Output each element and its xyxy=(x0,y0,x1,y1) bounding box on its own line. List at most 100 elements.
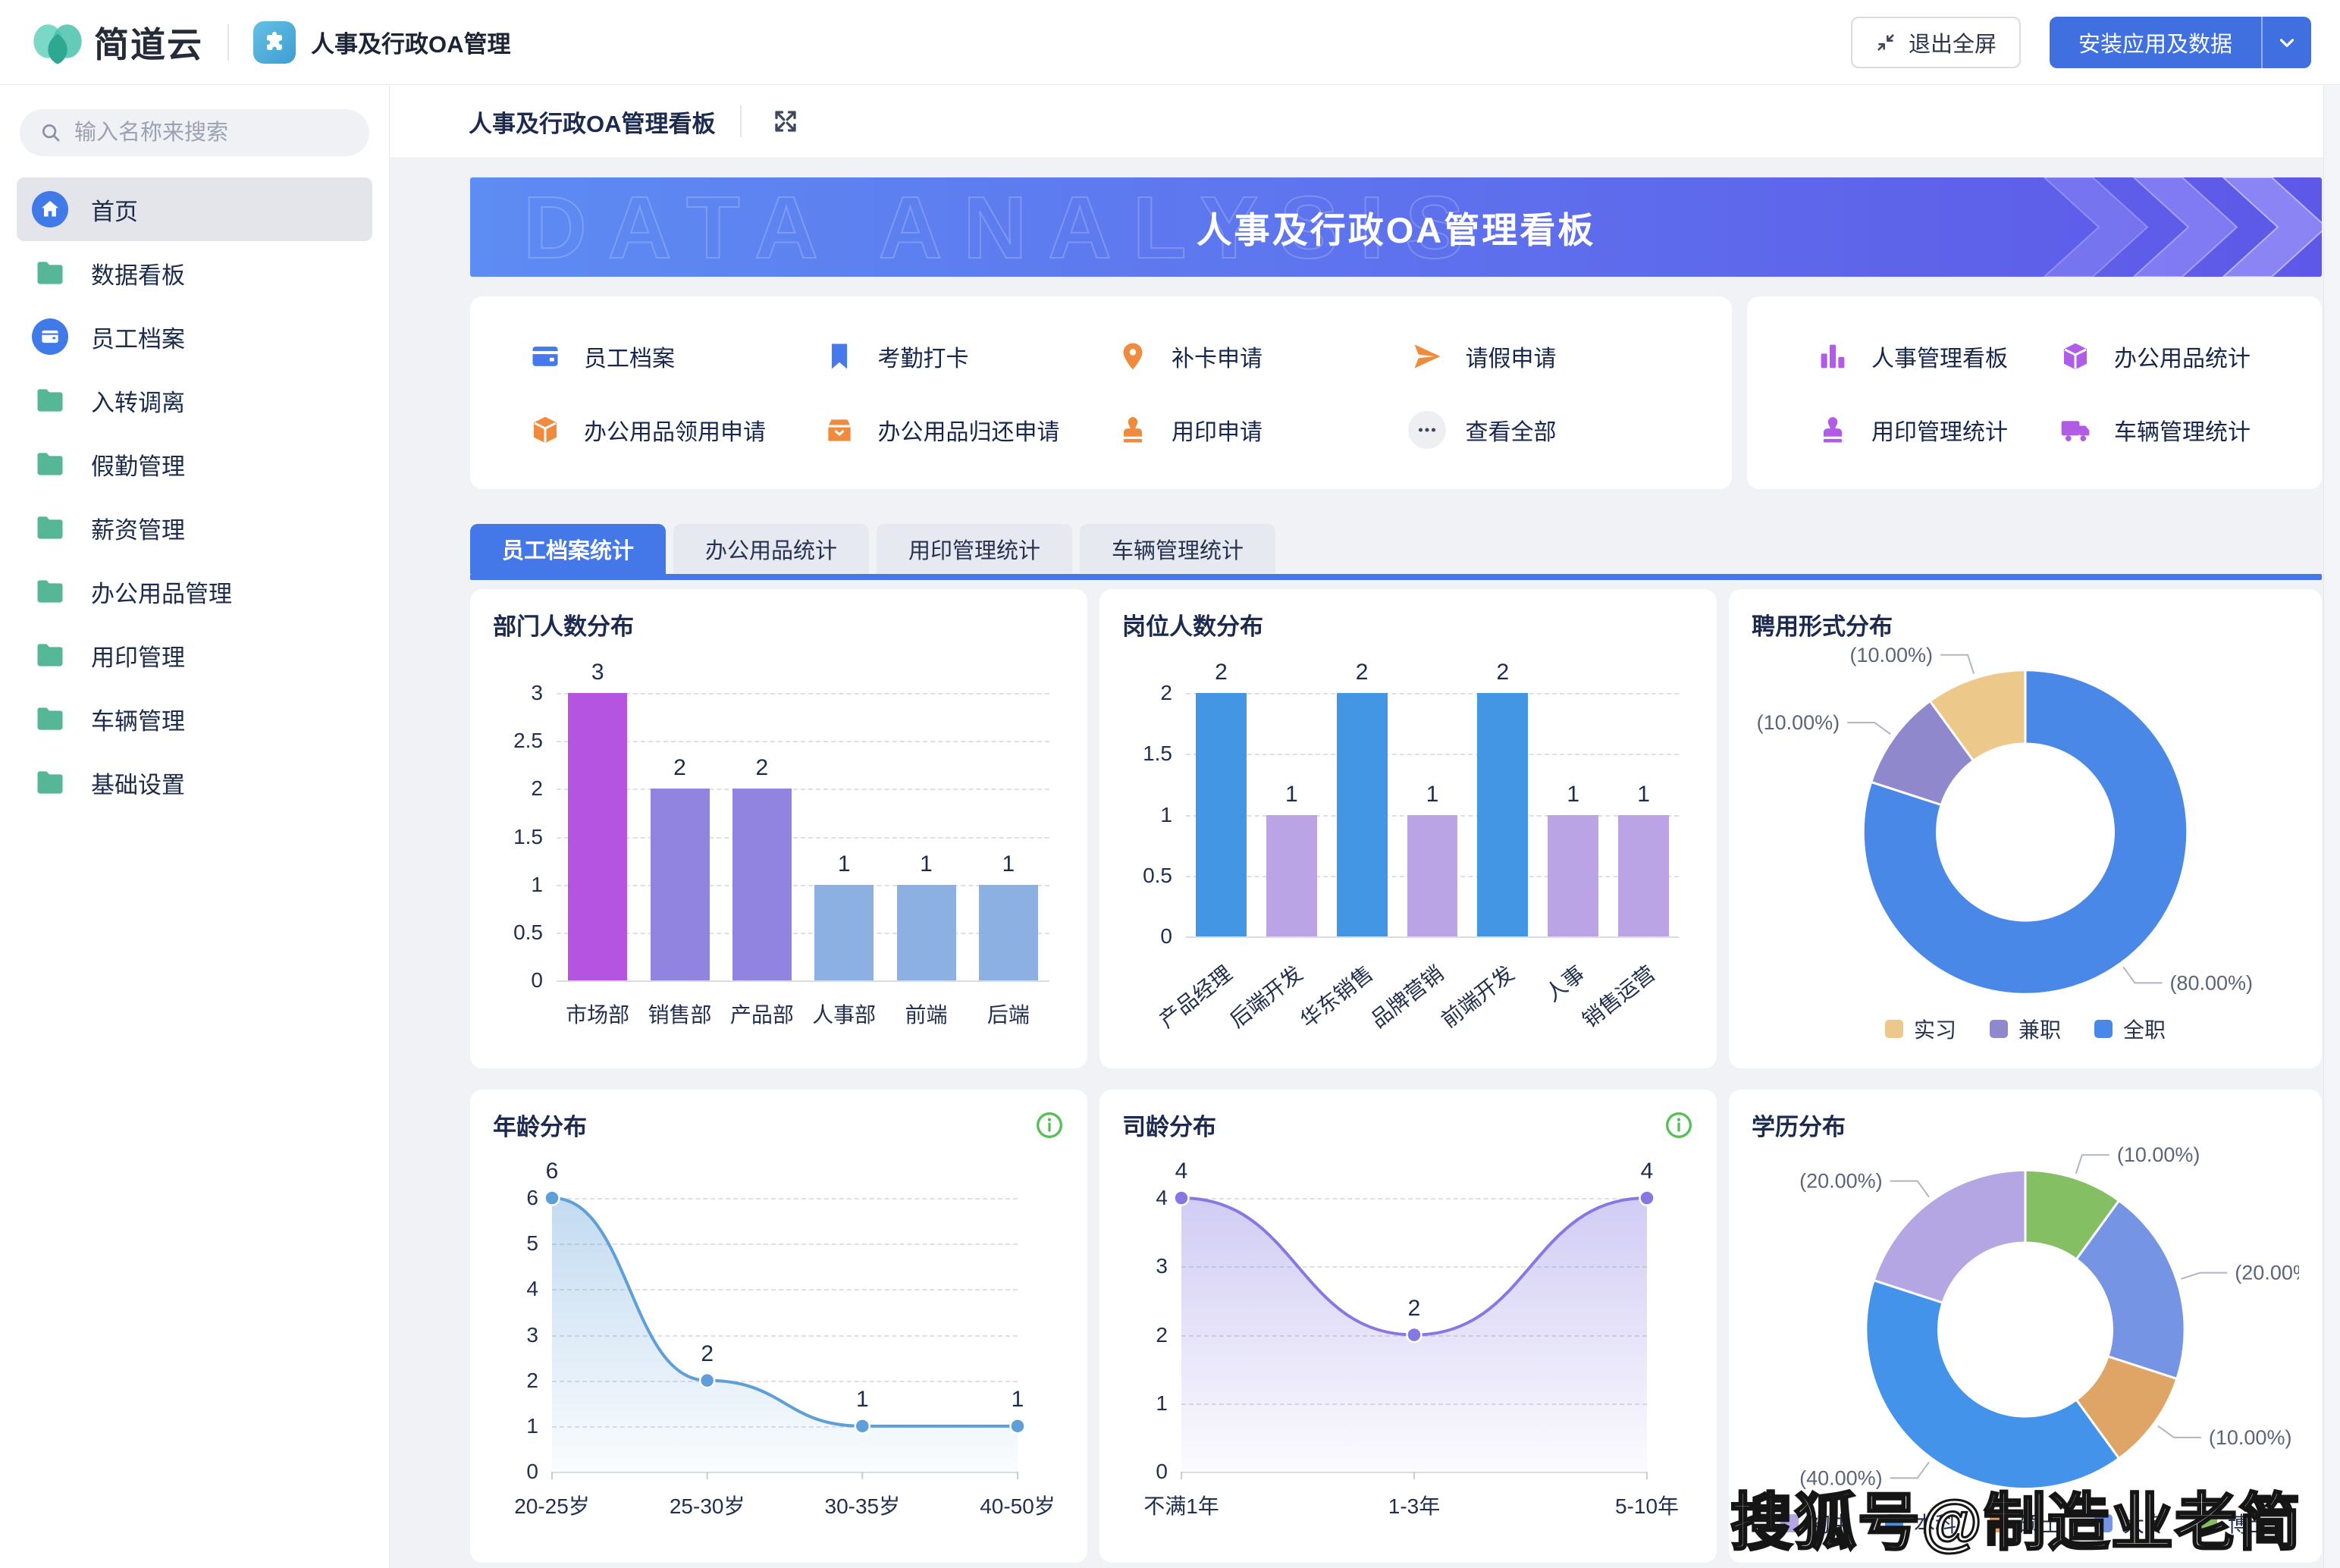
bar-value-label: 2 xyxy=(673,755,686,781)
y-tick-label: 0.5 xyxy=(1143,863,1172,887)
y-tick-label: 0 xyxy=(526,1460,538,1483)
point-value-label: 2 xyxy=(701,1341,714,1366)
quick-action-label: 请假申请 xyxy=(1465,346,1557,372)
sidebar-item-data-board[interactable]: 数据看板 xyxy=(17,241,372,305)
x-axis-label: 5-10年 xyxy=(1614,1494,1680,1518)
gridline xyxy=(552,1472,1018,1473)
legend-item[interactable]: 实习 xyxy=(1884,1014,1956,1044)
install-dropdown-button[interactable] xyxy=(2261,16,2311,68)
bar-value-label: 1 xyxy=(1426,781,1439,807)
donut-slice-label: (40.00%) xyxy=(1799,1466,1883,1489)
install-app-button[interactable]: 安装应用及数据 xyxy=(2050,17,2261,68)
line-chart-svg xyxy=(544,1190,1026,1479)
x-axis-label: 人事 xyxy=(1540,961,1589,1006)
quick-action-supplies-claim[interactable]: 办公用品领用申请 xyxy=(526,393,820,466)
x-axis-label: 前端 xyxy=(905,1003,948,1027)
tab-vehicle-stats[interactable]: 车辆管理统计 xyxy=(1080,524,1276,574)
info-icon[interactable] xyxy=(1034,1110,1065,1140)
legend-item[interactable]: 兼职 xyxy=(1989,1014,2061,1044)
y-tick-label: 2 xyxy=(526,1368,538,1392)
y-tick-label: 1 xyxy=(531,872,543,896)
sidebar-item-label: 用印管理 xyxy=(91,644,185,671)
quick-action-leave-request[interactable]: 请假申请 xyxy=(1408,319,1702,393)
x-axis-label: 20-25岁 xyxy=(514,1494,590,1518)
info-icon[interactable] xyxy=(1664,1110,1694,1140)
sidebar-item-vehicle[interactable]: 车辆管理 xyxy=(17,687,372,751)
card2-icon xyxy=(526,337,564,375)
quick-action-seal-request[interactable]: 用印申请 xyxy=(1114,393,1408,466)
y-tick-label: 6 xyxy=(526,1186,538,1209)
tab-seal-stats[interactable]: 用印管理统计 xyxy=(877,524,1073,574)
sidebar-item-label: 基础设置 xyxy=(91,771,185,798)
bar xyxy=(896,884,956,980)
legend-swatch xyxy=(2094,1514,2113,1532)
sidebar-item-transfer[interactable]: 入转调离 xyxy=(17,368,372,432)
y-tick-label: 5 xyxy=(526,1231,538,1256)
chart-card-employment-type: 聘用形式分布 (80.00%) (10.00%) (10.00%) 实习 兼职 全职 xyxy=(1729,589,2322,1068)
chart-card-education-distribution: 学历分布 (10.00%) (20.00%) (10.00%) (40.00%) (20.… xyxy=(1729,1090,2322,1563)
y-tick-label: 3 xyxy=(531,681,543,704)
exit-fullscreen-button[interactable]: 退出全屏 xyxy=(1850,16,2021,68)
tab-supplies-stats[interactable]: 办公用品统计 xyxy=(673,524,870,574)
gridline xyxy=(1186,693,1679,695)
tab-employee-archive-stats[interactable]: 员工档案统计 xyxy=(470,524,667,574)
charts-row-1: 部门人数分布 0 0.5 1 1.5 2 2.5 3 3 市场部 2 销售部 2 产品部 1 人事部 1 前端 1 后… xyxy=(470,589,2322,1068)
sidebar-item-office-supplies[interactable]: 办公用品管理 xyxy=(17,560,372,623)
chart-card-position-headcount: 岗位人数分布 0 0.5 1 1.5 2 2 产品经理 1 后端开发 2 华东销售 1 品牌营销 2 前端开发… xyxy=(1099,589,1717,1068)
legend-item[interactable]: 全职 xyxy=(2094,1014,2166,1044)
legend-item[interactable]: 本科 xyxy=(1884,1508,1956,1538)
point-value-label: 4 xyxy=(1175,1159,1188,1184)
quick-action-supplies-return[interactable]: 办公用品归还申请 xyxy=(820,393,1115,466)
quick-action-supplies-stats[interactable]: 办公用品统计 xyxy=(2056,319,2299,393)
topbar-actions: 退出全屏 安装应用及数据 xyxy=(1850,16,2311,68)
quick-action-card-reissue[interactable]: 补卡申请 xyxy=(1114,319,1408,393)
legend-label: 兼职 xyxy=(2018,1018,2061,1042)
quick-action-vehicle-stats[interactable]: 车辆管理统计 xyxy=(2056,393,2299,466)
chart-header: 聘用形式分布 xyxy=(1752,607,2299,641)
legend-item[interactable]: 硕士 xyxy=(1989,1508,2061,1538)
chart-title: 聘用形式分布 xyxy=(1752,613,1893,640)
quick-action-hr-dashboard[interactable]: 人事管理看板 xyxy=(1814,319,2056,393)
chevron-down-icon xyxy=(2279,38,2295,47)
sidebar-item-employee-archive[interactable]: 员工档案 xyxy=(17,305,372,368)
sidebar-item-seal[interactable]: 用印管理 xyxy=(17,623,372,687)
legend-item[interactable]: 大专 xyxy=(2094,1508,2166,1538)
sidebar-item-home[interactable]: 首页 xyxy=(17,177,372,241)
scrollbar-track[interactable] xyxy=(2323,85,2340,1568)
sidebar-item-basic-settings[interactable]: 基础设置 xyxy=(17,751,372,814)
gridline xyxy=(557,693,1049,695)
bar-value-label: 2 xyxy=(1496,660,1510,685)
folder-icon xyxy=(32,573,68,610)
legend-item[interactable]: 初中 xyxy=(1780,1508,1852,1538)
legend-swatch xyxy=(1884,1020,1903,1038)
x-axis-label: 后端开发 xyxy=(1225,961,1307,1033)
bar xyxy=(1407,814,1458,936)
chart-header: 部门人数分布 xyxy=(493,607,1065,641)
sidebar-menu: 首页 数据看板 员工档案 入转调离 假勤管理 薪资管理 办公用品管理用印管理车辆管理基础设置 xyxy=(0,177,389,814)
quick-action-view-all[interactable]: 查看全部 xyxy=(1407,393,1702,466)
x-axis-label: 产品部 xyxy=(729,1003,794,1027)
y-tick-label: 0 xyxy=(1160,924,1172,948)
y-tick-label: 1 xyxy=(526,1413,538,1438)
sidebar-item-attendance[interactable]: 假勤管理 xyxy=(17,432,372,496)
chart-legend: 实习 兼职 全职 xyxy=(1752,1008,2299,1050)
quick-action-employee-archive[interactable]: 员工档案 xyxy=(526,319,820,393)
gridline xyxy=(557,741,1049,743)
chart-header: 岗位人数分布 xyxy=(1122,607,1694,641)
legend-swatch xyxy=(2199,1514,2218,1532)
folder-icon xyxy=(32,446,68,482)
quick-action-label: 办公用品领用申请 xyxy=(584,419,766,445)
legend-item[interactable]: 博士 xyxy=(2199,1508,2270,1538)
legend-label: 本科 xyxy=(1913,1513,1956,1536)
chart-card-age-distribution: 年龄分布 0 1 2 3 4 5 6 6 20-25岁 2 25-30岁 1 30-35岁 1 40-50岁 xyxy=(470,1090,1087,1563)
chart-plot-employment-type: (80.00%) (10.00%) (10.00%) 实习 兼职 全职 xyxy=(1752,644,2299,1050)
quick-action-attendance-checkin[interactable]: 考勤打卡 xyxy=(820,319,1115,393)
chart-title: 岗位人数分布 xyxy=(1122,613,1263,640)
fullscreen-button[interactable] xyxy=(766,102,805,141)
gridline xyxy=(557,980,1049,982)
search-input[interactable] xyxy=(74,120,350,146)
quick-action-seal-stats[interactable]: 用印管理统计 xyxy=(1814,393,2056,466)
sidebar-item-salary[interactable]: 薪资管理 xyxy=(17,496,372,560)
gridline xyxy=(557,789,1049,791)
x-axis-label: 销售运营 xyxy=(1577,961,1660,1033)
